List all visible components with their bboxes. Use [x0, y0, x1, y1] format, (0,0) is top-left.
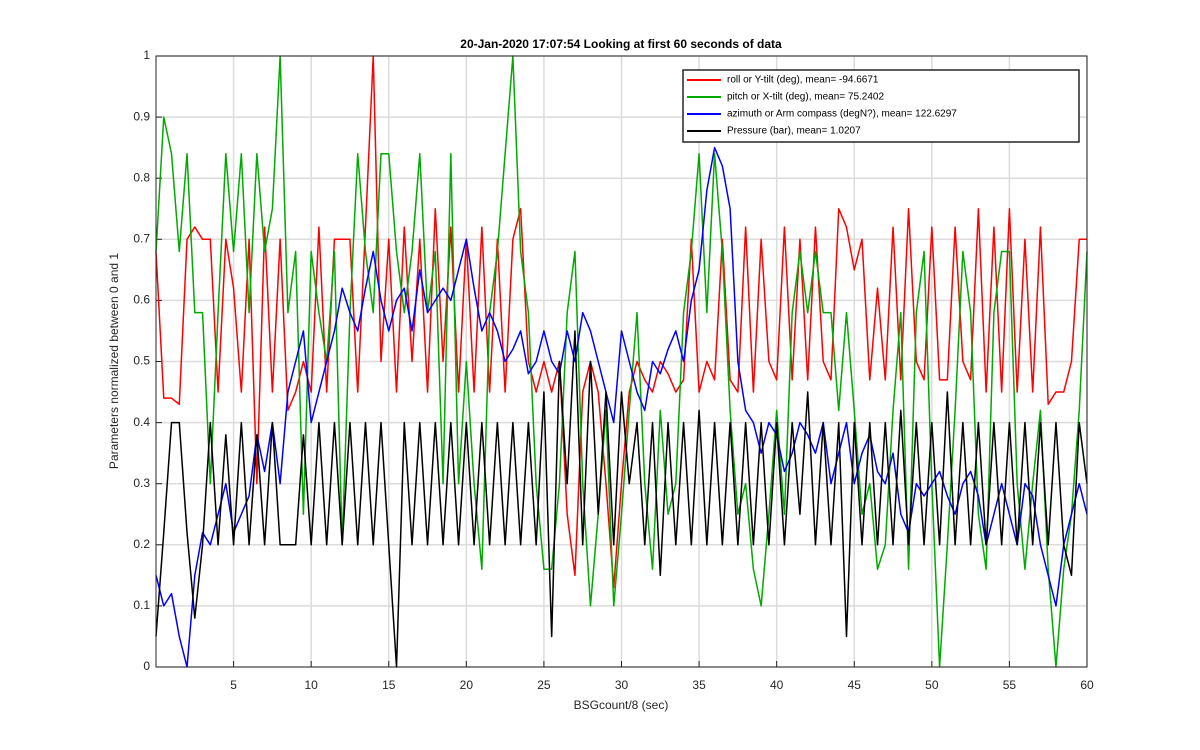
legend-text: roll or Y-tilt (deg), mean= -94.6671: [727, 75, 879, 86]
axes-frame: [155, 55, 1088, 668]
y-axis-label: Parameters normalized between 0 and 1: [107, 253, 121, 469]
x-tick-label: 15: [382, 678, 396, 692]
x-tick-label: 45: [848, 678, 862, 692]
x-tick-label: 40: [770, 678, 784, 692]
series-line: [155, 146, 1088, 668]
legend-text: Pressure (bar), mean= 1.0207: [727, 126, 861, 137]
legend-box: [682, 69, 1080, 143]
legend-text: pitch or X-tilt (deg), mean= 75.2402: [727, 92, 884, 103]
y-tick-label: 0.4: [133, 415, 150, 429]
y-tick-label: 1: [143, 48, 150, 62]
x-tick-label: 35: [692, 678, 706, 692]
y-tick-label: 0.7: [133, 231, 150, 245]
series-line: [155, 55, 1087, 589]
legend-text: azimuth or Arm compass (degN?), mean= 12…: [727, 109, 957, 120]
x-tick-label: 55: [1003, 678, 1017, 692]
x-tick-label: 10: [304, 678, 318, 692]
y-tick-label: 0.8: [133, 170, 150, 184]
y-tick-label: 0.3: [133, 476, 150, 490]
x-tick-label: 60: [1080, 678, 1094, 692]
x-tick-label: 30: [615, 678, 629, 692]
y-tick-label: 0.2: [133, 537, 150, 551]
x-tick-label: 20: [460, 678, 474, 692]
y-tick-label: 0.6: [133, 293, 150, 307]
y-tick-label: 0.5: [133, 354, 150, 368]
series-line: [155, 330, 1088, 668]
x-axis-label: BSGcount/8 (sec): [574, 698, 669, 712]
x-tick-label: 50: [925, 678, 939, 692]
y-tick-label: 0: [143, 659, 150, 673]
chart-title: 20-Jan-2020 17:07:54 Looking at first 60…: [460, 37, 782, 51]
y-tick-label: 0.1: [133, 598, 150, 612]
x-tick-label: 5: [230, 678, 237, 692]
y-tick-label: 0.9: [133, 109, 150, 123]
x-tick-label: 25: [537, 678, 551, 692]
